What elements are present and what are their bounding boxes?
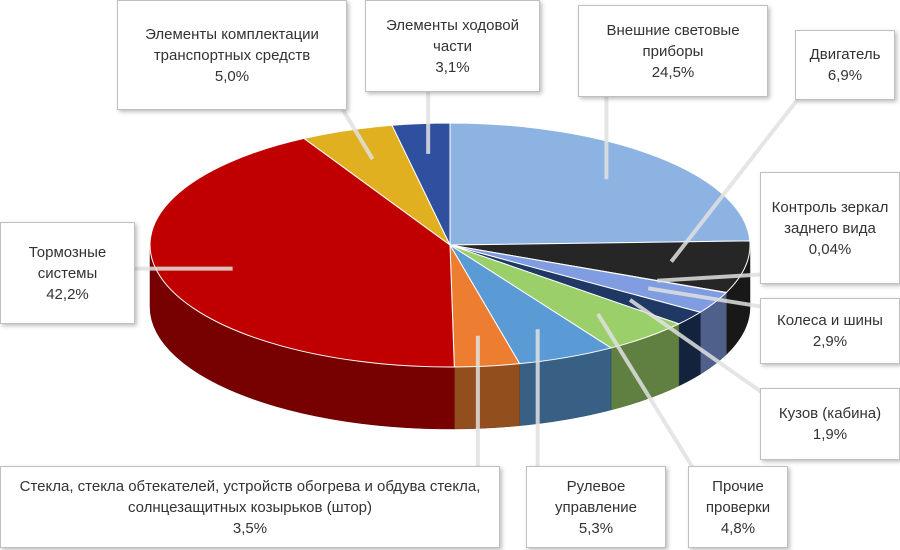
- data-label-box: Тормозные системы 42,2%: [0, 222, 135, 324]
- value-label: 2,9%: [812, 333, 848, 350]
- slice: [149, 137, 455, 368]
- category-label: Контроль зеркал заднего вида: [771, 198, 889, 237]
- category-label: Стекла, стекла обтекателей, устройств об…: [19, 477, 481, 516]
- data-label-box: Элементы ходовой части 3,1%: [365, 0, 540, 92]
- category-label: Элементы ходовой части: [385, 16, 520, 55]
- data-label-box: Двигатель 6,9%: [795, 30, 895, 100]
- data-label-box: Стекла, стекла обтекателей, устройств об…: [0, 466, 500, 548]
- category-label: Прочие проверки: [705, 477, 771, 516]
- category-label: Двигатель: [809, 46, 881, 63]
- category-label: Рулевое управление: [554, 477, 638, 516]
- value-label: 5,3%: [578, 519, 614, 537]
- data-label-box: Колеса и шины 2,9%: [760, 298, 900, 364]
- data-label-box: Прочие проверки 4,8%: [688, 466, 788, 548]
- data-label-box: Кузов (кабина) 1,9%: [760, 388, 900, 460]
- value-label: 6,9%: [827, 67, 863, 84]
- category-label: Колеса и шины: [777, 312, 883, 329]
- data-label-box: Элементы комплектации транспортных средс…: [117, 0, 347, 110]
- value-label: 3,5%: [232, 519, 268, 537]
- value-label: 4,8%: [720, 519, 756, 537]
- value-label: 0,04%: [808, 240, 852, 258]
- value-label: 3,1%: [435, 58, 470, 76]
- value-label: 5,0%: [214, 67, 250, 85]
- category-label: Внешние световые приборы: [606, 21, 740, 60]
- category-label: Кузов (кабина): [778, 405, 882, 422]
- data-label-box: Рулевое управление 5,3%: [526, 466, 666, 548]
- value-label: 24,5%: [651, 63, 695, 81]
- value-label: 1,9%: [812, 426, 848, 443]
- data-label-box: Внешние световые приборы 24,5%: [578, 5, 768, 97]
- slice-side: [454, 363, 520, 430]
- slice: [449, 122, 751, 246]
- category-label: Тормозные системы: [28, 243, 107, 282]
- value-label: 42,2%: [46, 285, 89, 303]
- data-label-box: Контроль зеркал заднего вида 0,04%: [760, 172, 900, 284]
- slice: [391, 122, 451, 246]
- category-label: Элементы комплектации транспортных средс…: [145, 25, 319, 64]
